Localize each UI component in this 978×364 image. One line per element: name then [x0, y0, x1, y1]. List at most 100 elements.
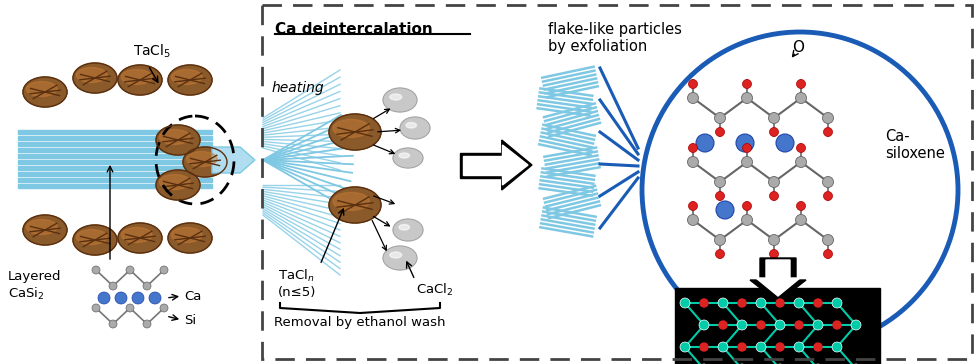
Ellipse shape — [73, 225, 117, 255]
Circle shape — [714, 112, 725, 123]
Ellipse shape — [382, 246, 417, 270]
Circle shape — [831, 298, 841, 308]
Circle shape — [769, 127, 778, 136]
Circle shape — [769, 191, 778, 201]
Text: CaCl$_2$: CaCl$_2$ — [416, 282, 453, 298]
Ellipse shape — [76, 229, 107, 245]
Circle shape — [680, 298, 689, 308]
Circle shape — [741, 79, 751, 88]
Circle shape — [740, 92, 752, 103]
Circle shape — [92, 266, 100, 274]
Circle shape — [741, 202, 751, 210]
Ellipse shape — [26, 219, 57, 234]
Circle shape — [812, 320, 822, 330]
Circle shape — [717, 298, 728, 308]
Bar — [460, 153, 504, 178]
Ellipse shape — [333, 193, 369, 210]
Bar — [18, 148, 212, 151]
Circle shape — [109, 320, 117, 328]
Circle shape — [740, 214, 752, 226]
Ellipse shape — [118, 65, 161, 95]
Circle shape — [776, 299, 783, 307]
Bar — [262, 5, 971, 359]
Circle shape — [795, 92, 806, 103]
Circle shape — [776, 343, 783, 351]
Ellipse shape — [171, 70, 201, 84]
Text: Si: Si — [184, 313, 196, 327]
Ellipse shape — [156, 170, 200, 200]
Bar — [18, 184, 212, 187]
Bar — [18, 178, 212, 182]
Ellipse shape — [121, 70, 152, 84]
Circle shape — [796, 202, 805, 210]
Circle shape — [813, 343, 822, 351]
Circle shape — [98, 292, 110, 304]
Circle shape — [850, 320, 860, 330]
Polygon shape — [502, 145, 527, 185]
Ellipse shape — [642, 32, 957, 348]
Circle shape — [114, 292, 127, 304]
Circle shape — [159, 266, 168, 274]
Circle shape — [143, 320, 151, 328]
Circle shape — [741, 143, 751, 153]
Circle shape — [717, 342, 728, 352]
Ellipse shape — [333, 119, 369, 137]
Circle shape — [795, 157, 806, 167]
Circle shape — [714, 234, 725, 245]
Circle shape — [680, 342, 689, 352]
Circle shape — [822, 177, 832, 187]
Ellipse shape — [399, 225, 409, 230]
Polygon shape — [749, 258, 805, 302]
Circle shape — [755, 298, 765, 308]
Circle shape — [756, 321, 764, 329]
Circle shape — [109, 282, 117, 290]
Bar — [463, 155, 505, 174]
Circle shape — [735, 134, 753, 152]
Polygon shape — [502, 140, 531, 190]
Circle shape — [813, 299, 822, 307]
Circle shape — [695, 134, 713, 152]
Ellipse shape — [22, 77, 67, 107]
Circle shape — [769, 249, 778, 258]
Ellipse shape — [399, 153, 409, 158]
Text: TaCl$_5$: TaCl$_5$ — [133, 43, 171, 60]
Text: Removal by ethanol wash: Removal by ethanol wash — [274, 316, 445, 329]
Circle shape — [768, 234, 778, 245]
Ellipse shape — [159, 174, 190, 190]
Circle shape — [92, 304, 100, 312]
Ellipse shape — [168, 65, 212, 95]
Circle shape — [822, 127, 831, 136]
Circle shape — [687, 157, 697, 167]
Polygon shape — [212, 147, 254, 173]
Ellipse shape — [406, 123, 416, 128]
Circle shape — [737, 299, 745, 307]
Text: Ca-
siloxene: Ca- siloxene — [884, 129, 944, 161]
Circle shape — [775, 320, 784, 330]
Circle shape — [715, 201, 734, 219]
Circle shape — [793, 298, 803, 308]
Ellipse shape — [392, 219, 422, 241]
Circle shape — [126, 266, 134, 274]
Circle shape — [688, 202, 696, 210]
Circle shape — [796, 143, 805, 153]
Circle shape — [159, 304, 168, 312]
Circle shape — [755, 342, 765, 352]
Ellipse shape — [76, 67, 107, 83]
Text: Ca: Ca — [184, 289, 201, 302]
Circle shape — [715, 127, 724, 136]
Circle shape — [698, 320, 708, 330]
Circle shape — [794, 321, 802, 329]
Circle shape — [718, 321, 727, 329]
Circle shape — [737, 343, 745, 351]
Circle shape — [687, 92, 697, 103]
Circle shape — [822, 234, 832, 245]
Circle shape — [714, 177, 725, 187]
Bar — [18, 154, 212, 158]
Ellipse shape — [329, 114, 380, 150]
Ellipse shape — [382, 88, 417, 112]
Circle shape — [793, 342, 803, 352]
Ellipse shape — [168, 223, 212, 253]
Ellipse shape — [26, 82, 57, 96]
Circle shape — [688, 143, 696, 153]
Circle shape — [715, 249, 724, 258]
